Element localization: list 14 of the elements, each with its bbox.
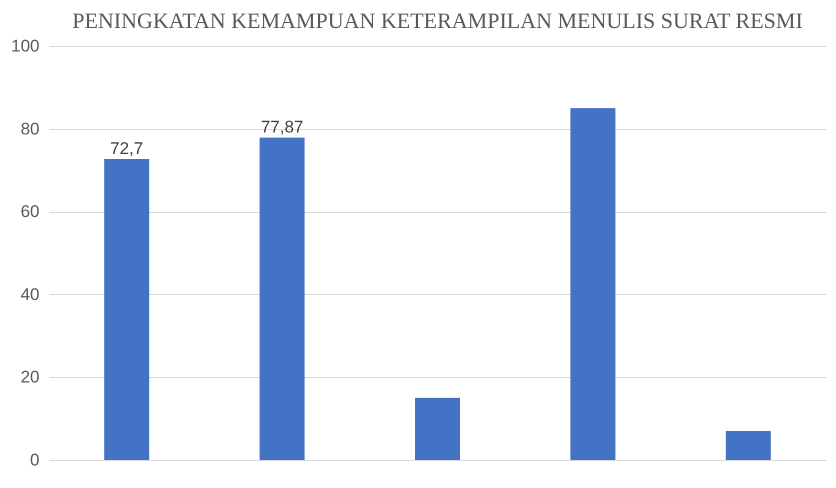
bar (260, 138, 305, 460)
bar (726, 431, 771, 460)
y-tick-label: 80 (20, 119, 40, 138)
y-tick-label: 100 (11, 36, 40, 56)
y-tick-label: 0 (30, 450, 40, 470)
data-label: 72,7 (110, 139, 144, 158)
bar (570, 108, 616, 460)
bar (415, 398, 460, 460)
chart-title: PENINGKATAN KEMAMPUAN KETERAMPILAN MENULIS SURAT RESMI (72, 8, 803, 33)
bar (104, 159, 150, 460)
y-tick-label: 60 (20, 202, 40, 222)
data-label: 77,87 (260, 118, 304, 137)
y-tick-label: 40 (20, 284, 40, 304)
y-tick-label: 20 (20, 368, 40, 387)
